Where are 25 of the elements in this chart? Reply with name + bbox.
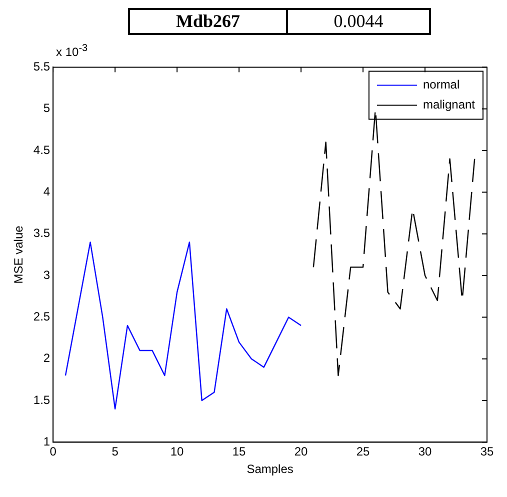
y-tick-label: 4.5 bbox=[33, 142, 50, 157]
x-axis-title: Samples bbox=[246, 462, 294, 476]
x-tick-label: 25 bbox=[356, 444, 370, 459]
x-tick-label: 35 bbox=[480, 444, 494, 459]
x-tick-label: 30 bbox=[418, 444, 432, 459]
y-tick-label: 1 bbox=[43, 434, 50, 449]
x-tick-label: 20 bbox=[294, 444, 308, 459]
x-tick-label: 15 bbox=[232, 444, 246, 459]
y-tick-label: 3 bbox=[43, 268, 50, 282]
y-tick-label: 5.5 bbox=[33, 60, 50, 74]
y-tick-label: 3.5 bbox=[33, 226, 50, 240]
x-tick-label: 10 bbox=[170, 444, 184, 459]
x-tick-label: 5 bbox=[112, 444, 119, 459]
text: x 10$^{-3}$ bbox=[56, 43, 89, 59]
y-tick-label: 1.5 bbox=[33, 392, 50, 407]
legend-label: malignant bbox=[422, 98, 476, 112]
y-tick-label: 2.5 bbox=[33, 310, 50, 324]
y-tick-label: 5 bbox=[43, 101, 50, 116]
y-tick-label: 4 bbox=[43, 184, 50, 199]
y-tick-label: 2 bbox=[43, 351, 50, 366]
text: Mdb267 bbox=[129, 9, 287, 34]
y-axis-title: MSE value bbox=[12, 225, 26, 284]
legend-label: normal bbox=[422, 78, 460, 92]
x-tick-label: 0 bbox=[50, 444, 57, 459]
text: 0.0044 bbox=[287, 9, 430, 34]
